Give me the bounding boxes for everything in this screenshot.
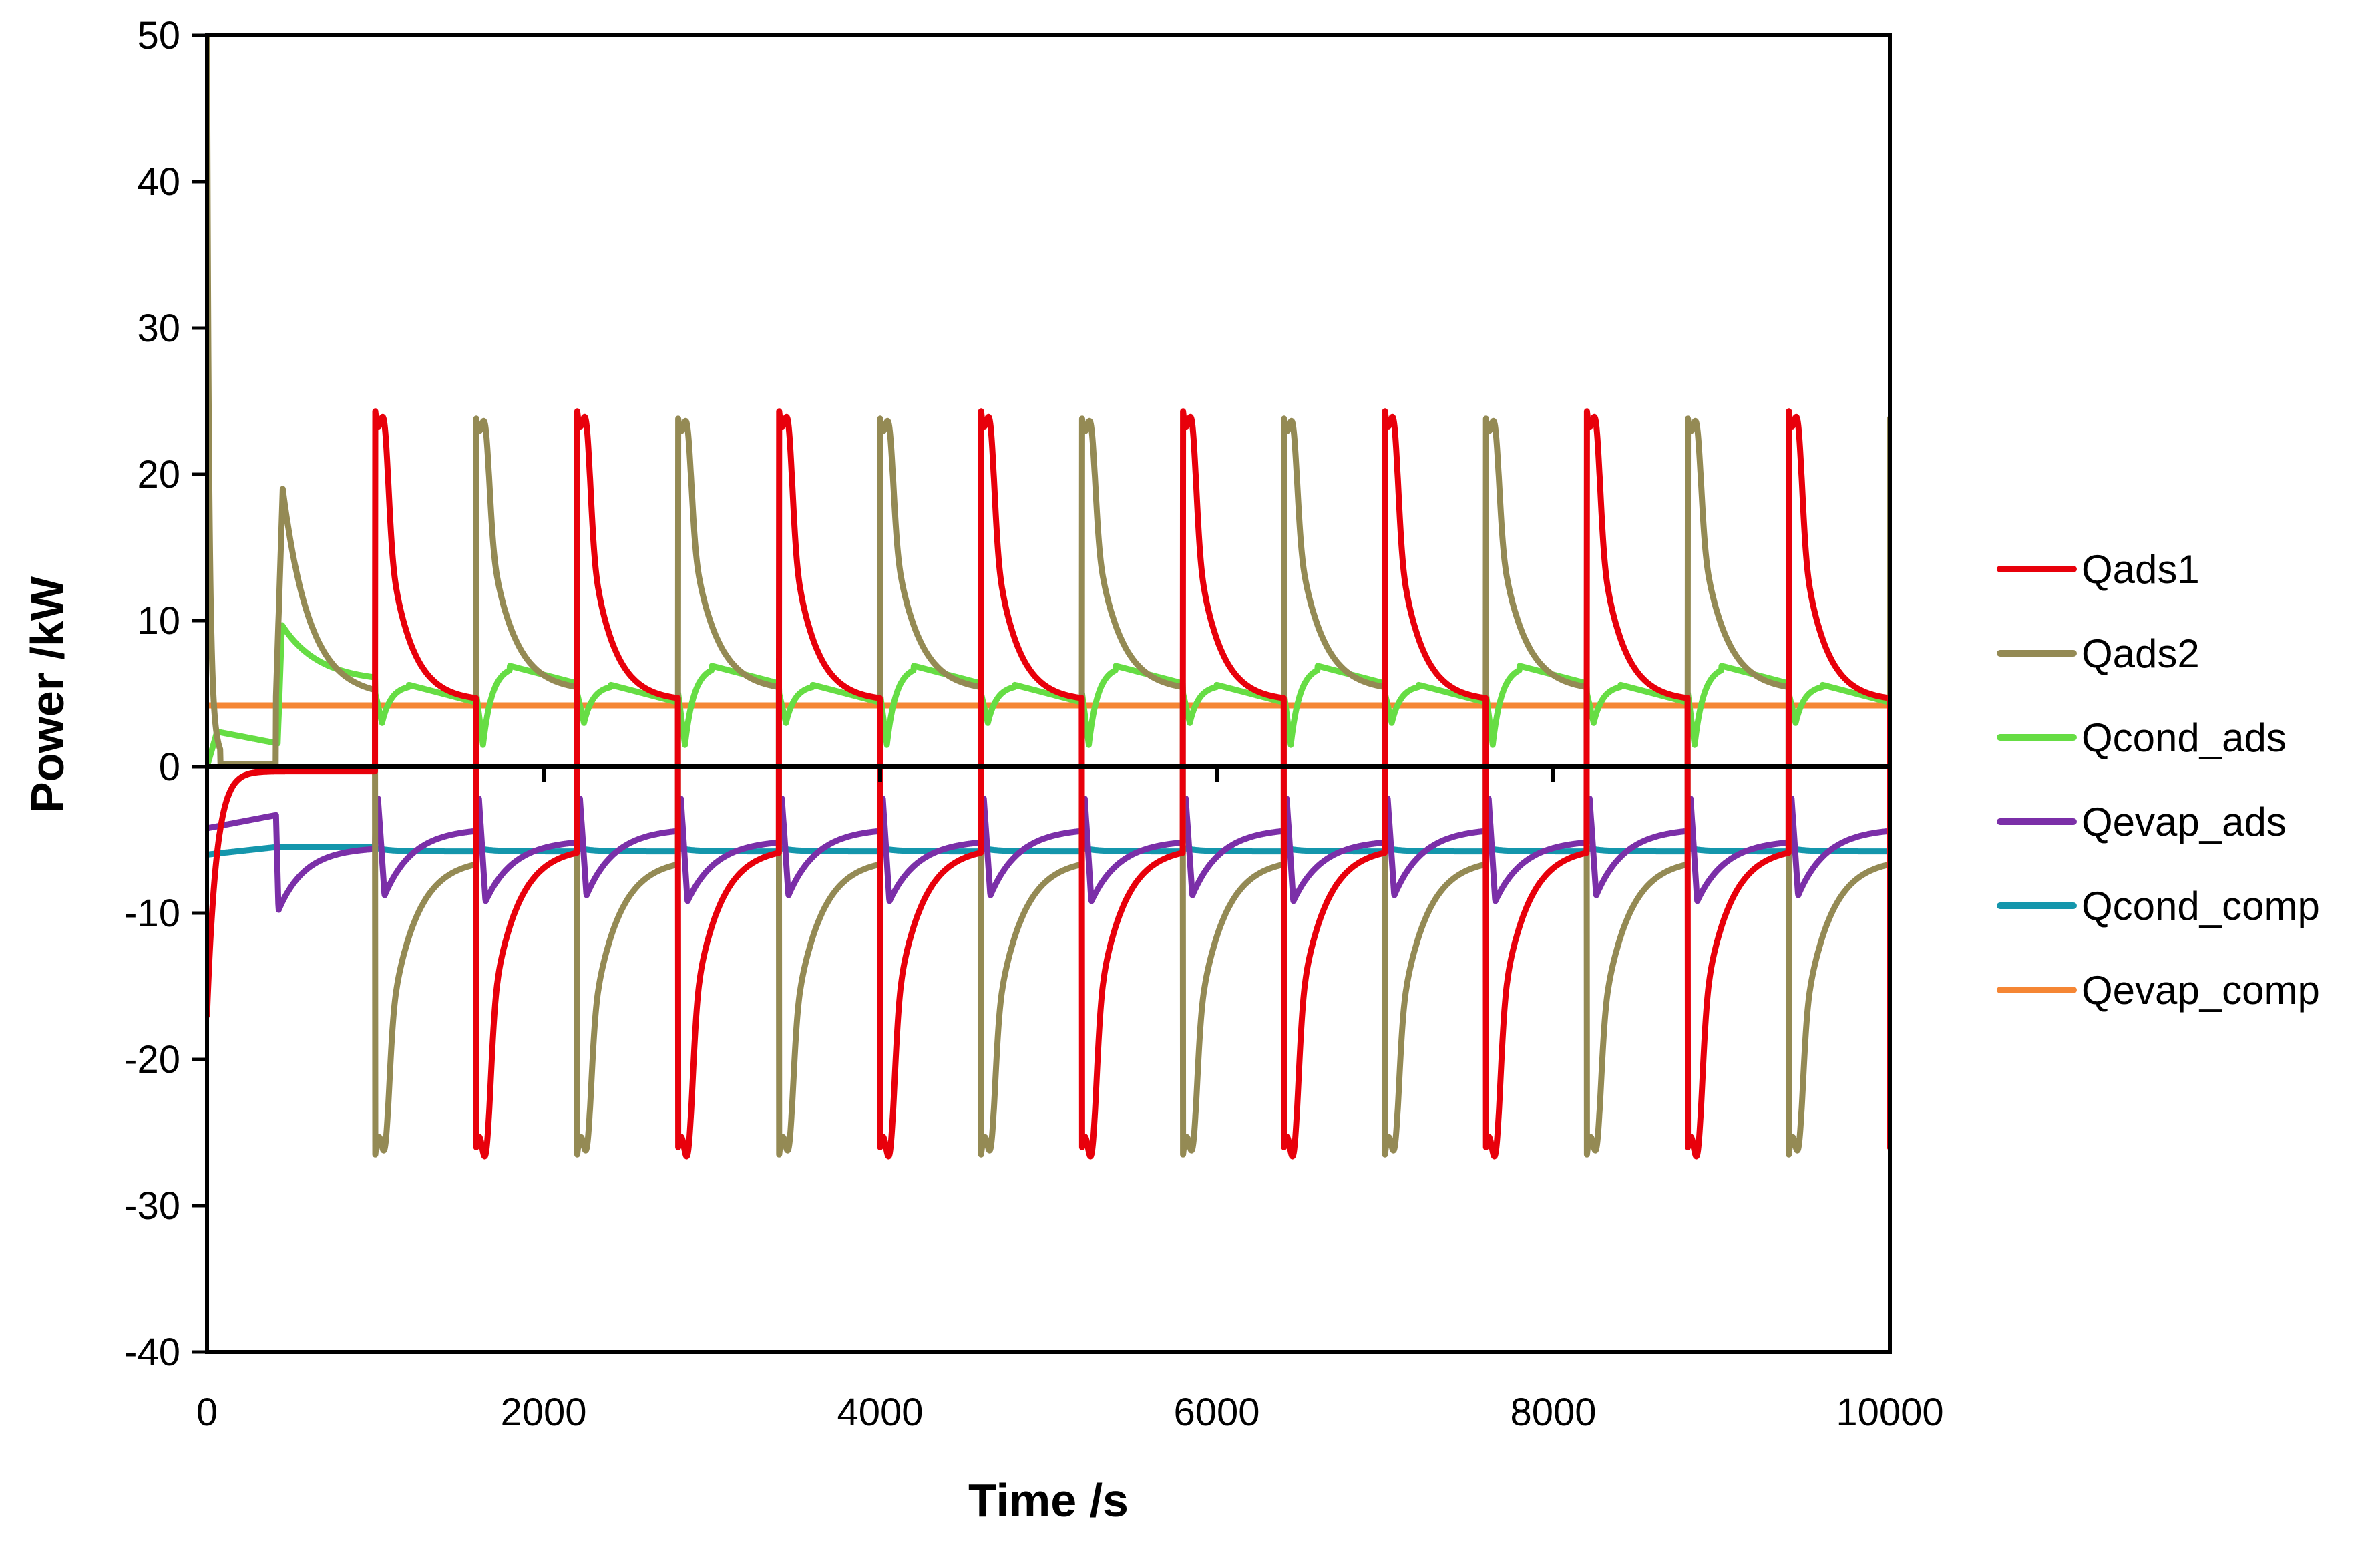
legend-item-qevap-comp: Qevap_comp [1997, 968, 2320, 1013]
y-tick-label: 0 [159, 745, 180, 789]
y-axis-title: Power /kW [21, 576, 73, 813]
series-line-qads1 [207, 408, 1890, 1160]
legend-label: Qcond_comp [2081, 884, 2320, 928]
y-tick-label: -20 [124, 1038, 180, 1081]
tick-label-layer: -40 -30 -20 -10 0 10 20 30 40 50 0 2000 4000 6000 8000… [124, 14, 1943, 1434]
y-tick-label: 20 [137, 453, 180, 496]
series-line-qads2 [207, 35, 1890, 1158]
y-tick-label: 40 [137, 160, 180, 204]
x-axis-title: Time /s [968, 1474, 1129, 1526]
legend-label: Qads1 [2081, 547, 2200, 592]
y-tick-label: 30 [137, 307, 180, 350]
legend-item-qcond-ads: Qcond_ads [1997, 715, 2287, 760]
x-tick-label: 4000 [837, 1391, 923, 1434]
legend-item-qcond-comp: Qcond_comp [1997, 884, 2320, 928]
y-tick-label: 50 [137, 14, 180, 57]
y-tick-label: 10 [137, 599, 180, 643]
x-tick-label: 8000 [1510, 1391, 1596, 1434]
legend: Qads1 Qads2 Qcond_ads Qevap_ads Qcond_comp Qe… [1997, 547, 2320, 1013]
legend-item-qevap-ads: Qevap_ads [1997, 800, 2287, 844]
series-line-qcond-comp [207, 844, 1890, 858]
legend-label: Qcond_ads [2081, 715, 2287, 760]
legend-label: Qevap_ads [2081, 800, 2287, 844]
series-line-qcond-ads [207, 622, 1890, 770]
x-tick-label: 10000 [1836, 1391, 1943, 1434]
legend-item-qads2: Qads2 [1997, 631, 2200, 676]
x-tick-label: 2000 [500, 1391, 586, 1434]
series-line-qevap-ads [207, 795, 1890, 913]
y-tick-label: -30 [124, 1184, 180, 1228]
legend-label: Qads2 [2081, 631, 2200, 676]
x-tick-label: 0 [196, 1391, 218, 1434]
axis-layer [192, 33, 1892, 1354]
y-tick-label: -10 [124, 892, 180, 935]
legend-label: Qevap_comp [2081, 968, 2320, 1013]
legend-item-qads1: Qads1 [1997, 547, 2200, 592]
y-tick-label: -40 [124, 1331, 180, 1374]
x-tick-label: 6000 [1173, 1391, 1259, 1434]
series-layer [207, 35, 1890, 1160]
